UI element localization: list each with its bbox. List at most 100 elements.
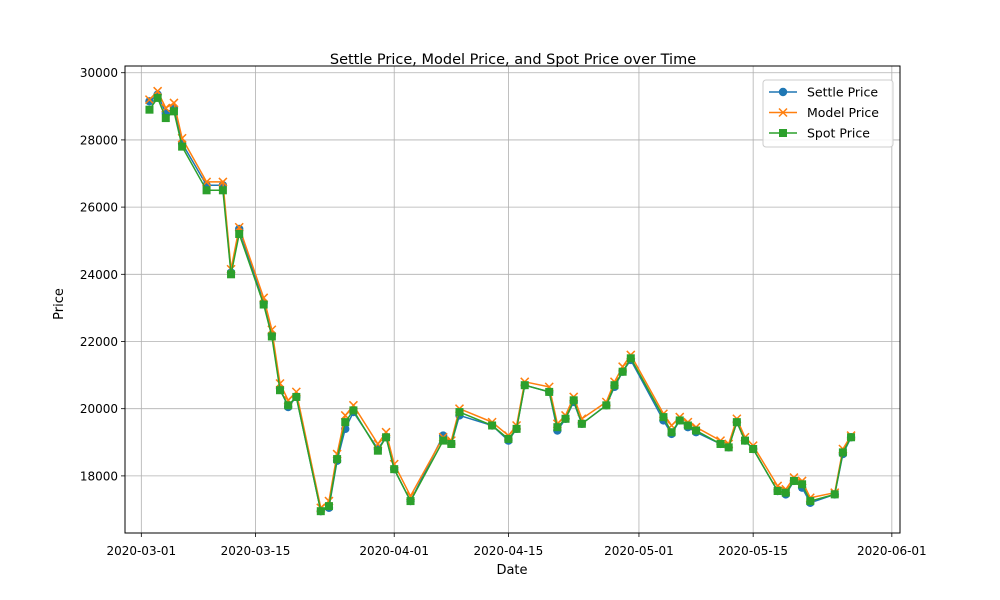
spot-price-point <box>667 428 676 437</box>
x-tick-label: 2020-05-15 <box>718 544 788 558</box>
spot-price-point <box>806 497 815 506</box>
legend-entry-settle-price: Settle Price <box>769 85 878 100</box>
spot-price-point <box>749 445 758 454</box>
legend-label: Model Price <box>807 105 879 120</box>
spot-price-point <box>512 424 521 433</box>
spot-price-point <box>161 114 170 123</box>
x-axis-label: Date <box>496 563 527 578</box>
spot-price-point <box>276 386 284 395</box>
spot-price-point <box>259 300 268 309</box>
spot-price-point <box>218 186 227 195</box>
spot-price-point <box>602 401 611 410</box>
spot-price-point <box>333 455 342 464</box>
series-settle-price <box>145 90 856 516</box>
spot-price-point <box>610 381 619 390</box>
y-axis-ticks: 18000 20000 22000 24000 26000 28000 30000 <box>80 66 125 483</box>
spot-price-point <box>847 433 856 442</box>
spot-price-point <box>202 186 211 195</box>
series-model-price <box>144 86 856 513</box>
spot-price-point <box>284 401 293 410</box>
spot-price-point <box>390 465 399 474</box>
x-tick-label: 2020-03-01 <box>106 544 176 558</box>
spot-price-point <box>292 392 301 401</box>
spot-price-point <box>504 434 513 443</box>
spot-price-point <box>838 448 847 457</box>
spot-price-point <box>439 436 448 445</box>
spot-price-point <box>798 480 807 489</box>
spot-price-point <box>789 476 798 485</box>
x-tick-label: 2020-04-15 <box>474 544 544 558</box>
spot-price-point <box>227 270 236 279</box>
spot-price-point <box>341 418 350 427</box>
spot-price-line <box>148 97 852 512</box>
spot-price-point <box>675 416 684 425</box>
settle-price-line <box>148 93 852 512</box>
legend: Settle Price Model Price Spot Price <box>762 79 894 148</box>
x-tick-label: 2020-03-15 <box>221 544 291 558</box>
spot-price-point <box>626 354 635 363</box>
spot-price-point <box>169 107 178 116</box>
spot-price-point <box>373 446 382 455</box>
spot-price-point <box>267 332 276 341</box>
spot-price-point <box>349 406 358 415</box>
y-tick-label: 26000 <box>80 201 118 215</box>
x-tick-label: 2020-04-01 <box>359 544 429 558</box>
plot-frame <box>124 65 901 534</box>
spot-price-point <box>830 490 839 499</box>
spot-price-point <box>716 439 725 448</box>
spot-price-point <box>781 488 790 497</box>
model-price-point <box>275 378 285 389</box>
spot-price-point <box>316 507 325 516</box>
spot-price-point <box>659 413 668 422</box>
model-price-point <box>144 95 155 105</box>
spot-price-point <box>153 93 162 102</box>
legend-label: Settle Price <box>807 85 878 100</box>
y-axis-label: Price <box>52 288 67 320</box>
spot-price-point <box>178 142 187 151</box>
series-layer <box>144 86 856 516</box>
y-tick-label: 30000 <box>80 66 118 80</box>
legend-entry-model-price: Model Price <box>769 105 879 120</box>
spot-price-point <box>692 426 701 435</box>
spot-price-point <box>553 423 562 432</box>
legend-label: Spot Price <box>807 126 870 141</box>
model-price-line <box>148 90 852 509</box>
spot-price-point <box>447 439 456 448</box>
legend-entry-spot-price: Spot Price <box>769 126 870 141</box>
x-tick-label: 2020-06-01 <box>857 544 927 558</box>
legend-marker <box>778 107 788 118</box>
model-price-point <box>234 222 244 232</box>
spot-price-point <box>145 105 154 114</box>
x-axis-ticks: 2020-03-01 2020-03-15 2020-04-01 2020-04-15… <box>106 533 927 558</box>
legend-box <box>762 79 894 148</box>
spot-price-point <box>520 381 529 390</box>
y-tick-label: 24000 <box>80 268 118 282</box>
spot-price-point <box>741 436 749 445</box>
model-price-point <box>218 177 228 187</box>
settle-price-point <box>145 97 154 106</box>
legend-marker <box>778 87 788 97</box>
spot-price-point <box>618 367 627 376</box>
series-spot-price <box>145 93 856 516</box>
grid-lines <box>125 66 900 533</box>
y-tick-label: 22000 <box>80 335 118 349</box>
y-tick-label: 18000 <box>80 469 118 483</box>
spot-price-point <box>324 502 333 511</box>
spot-price-point <box>235 229 244 238</box>
spot-price-point <box>455 408 464 417</box>
spot-price-point <box>488 421 497 430</box>
spot-price-point <box>545 387 554 396</box>
spot-price-point <box>561 414 570 423</box>
chart-title: Settle Price, Model Price, and Spot Pric… <box>330 52 696 68</box>
spot-price-point <box>732 418 741 427</box>
x-tick-label: 2020-05-01 <box>604 544 674 558</box>
model-price-point <box>169 98 179 108</box>
legend-marker <box>779 129 787 137</box>
spot-price-point <box>773 487 782 496</box>
y-tick-label: 28000 <box>80 133 118 147</box>
spot-price-point <box>406 497 415 506</box>
y-tick-label: 20000 <box>80 402 118 416</box>
spot-price-point <box>577 419 586 428</box>
spot-price-point <box>382 433 391 442</box>
